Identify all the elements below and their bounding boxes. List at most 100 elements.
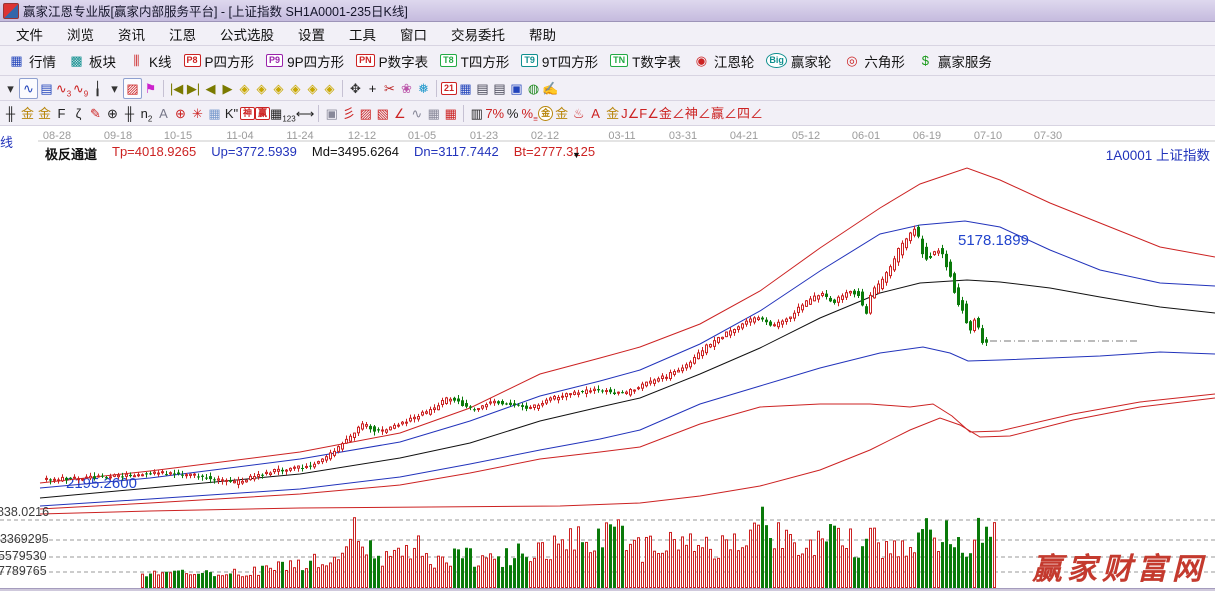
t-square-icon[interactable]: T8 — [440, 54, 457, 67]
red-circle-tool-icon[interactable]: ⊕ — [175, 105, 186, 121]
stats-tool-icon[interactable]: ▥ — [470, 105, 483, 121]
gann-angle-4-icon[interactable]: ◈ — [290, 80, 301, 96]
candle-style-icon[interactable]: ╽ — [93, 80, 102, 96]
gold-split-2-icon[interactable]: 金 — [37, 105, 51, 121]
btn-hexagon[interactable]: ◎ 六角形 — [837, 51, 911, 71]
f-angle-tool-icon[interactable]: F∠ — [639, 105, 659, 121]
wave-3-icon[interactable]: ∿3 — [55, 80, 72, 99]
gold-circle-tool-icon[interactable]: 金 — [538, 105, 554, 121]
gann-angle-1-icon[interactable]: ◈ — [239, 80, 250, 96]
flame-tool-icon[interactable]: ♨ — [572, 105, 585, 121]
box-tool-icon[interactable]: ▣ — [325, 105, 338, 121]
menu-browse[interactable]: 浏览 — [67, 27, 94, 43]
pen-tool-icon[interactable]: ✎ — [90, 105, 101, 121]
menu-settings[interactable]: 设置 — [298, 27, 325, 43]
si-angle-tool-icon[interactable]: 四∠ — [736, 105, 763, 121]
hexagon-icon[interactable]: ◎ — [846, 53, 858, 68]
hand-tool-icon[interactable]: ✥ — [350, 80, 361, 96]
j-angle-tool-icon[interactable]: J∠ — [621, 105, 640, 121]
menu-help[interactable]: 帮助 — [529, 27, 556, 43]
percent-tool-icon[interactable]: % — [506, 105, 519, 121]
menu-formula-stock-pick[interactable]: 公式选股 — [220, 27, 274, 43]
gold-angle-base-icon[interactable]: 金 — [606, 105, 620, 121]
menu-window[interactable]: 窗口 — [400, 27, 427, 43]
btn-p-square[interactable]: P8 P四方形 — [178, 51, 261, 71]
btn-kline[interactable]: ⫼ K线 — [122, 51, 178, 71]
btn-9p-square[interactable]: P9 9P四方形 — [260, 51, 350, 71]
gold-split-1-icon[interactable]: 金 — [20, 105, 34, 121]
candle-style-caret-icon[interactable]: ▾ — [111, 80, 118, 96]
menu-news[interactable]: 资讯 — [118, 27, 145, 43]
btn-gann-wheel[interactable]: ◉ 江恩轮 — [687, 51, 761, 71]
btn-sectors[interactable]: ▩ 板块 — [62, 51, 122, 71]
btn-t-square[interactable]: T8 T四方形 — [434, 51, 515, 71]
9t-square-icon[interactable]: T9 — [521, 54, 538, 67]
winner-wheel-icon[interactable]: Big — [766, 53, 787, 68]
quotes-icon[interactable]: ▦ — [10, 53, 23, 68]
grid-123-tool-icon[interactable]: ▦123 — [270, 105, 296, 124]
snowflake-icon[interactable]: ❅ — [418, 80, 429, 96]
export-icon[interactable]: ✍ — [542, 80, 559, 96]
wave-a-tool-icon[interactable]: A — [591, 105, 600, 121]
gann-circle-tool-icon[interactable]: ⊕ — [107, 105, 118, 121]
grid-c-tool-icon[interactable]: ▦ — [444, 105, 457, 121]
grid-tool-2-icon[interactable]: ╫ — [124, 105, 135, 121]
menu-gann[interactable]: 江恩 — [169, 27, 196, 43]
btn-p-number-table[interactable]: PN P数字表 — [350, 51, 434, 71]
gann-angle-2-icon[interactable]: ◈ — [256, 80, 267, 96]
btn-winner-wheel[interactable]: Big 赢家轮 — [760, 51, 837, 71]
shen-angle-tool-icon[interactable]: 神∠ — [684, 105, 711, 121]
fan-tool-icon[interactable]: 彡 — [342, 105, 356, 121]
menu-trade-order[interactable]: 交易委托 — [451, 27, 505, 43]
calculator-icon[interactable]: ▦ — [459, 80, 472, 96]
wave-9-icon[interactable]: ∿9 — [72, 80, 89, 99]
spiral-tool-icon[interactable]: ζ — [75, 105, 82, 121]
flag-icon[interactable]: ⚑ — [144, 80, 157, 96]
box-lines-tool-icon[interactable]: ▧ — [376, 105, 389, 121]
k-note-tool-icon[interactable]: K" — [224, 105, 239, 121]
grid-tool-icon[interactable]: ╫ — [5, 105, 16, 121]
kline-icon[interactable]: ⫼ — [133, 53, 140, 68]
kline-plot[interactable]: 2195.2600 5178.1899 — [0, 126, 1215, 591]
last-bar-icon[interactable]: ▶| — [186, 80, 201, 96]
btn-quotes[interactable]: ▦ 行情 — [2, 51, 62, 71]
n-square-tool-icon[interactable]: n2 — [140, 105, 153, 124]
prev-bar-icon[interactable]: ◀ — [205, 80, 216, 96]
gold-lines-tool-icon[interactable]: 金 — [555, 105, 569, 121]
menu-file[interactable]: 文件 — [16, 27, 43, 43]
left-tab-kline[interactable]: 线 — [0, 135, 14, 150]
percent-lines-tool-icon[interactable]: %≡ — [521, 105, 538, 124]
flower-icon[interactable]: ❀ — [401, 80, 412, 96]
btn-t-number-table[interactable]: TN T数字表 — [604, 51, 687, 71]
btn-9t-square[interactable]: T9 9T四方形 — [515, 51, 604, 71]
ying-angle-tool-icon[interactable]: 赢∠ — [710, 105, 737, 121]
btn-winner-service[interactable]: $ 赢家服务 — [911, 51, 998, 71]
width-tool-icon[interactable]: ⟷ — [295, 105, 315, 121]
scissors-icon[interactable]: ✂ — [384, 80, 395, 96]
a-angle-tool-icon[interactable]: A — [159, 105, 168, 121]
grid-b-tool-icon[interactable]: ▦ — [427, 105, 440, 121]
red-pattern-icon[interactable]: ▨ — [123, 77, 142, 99]
9p-square-icon[interactable]: P9 — [266, 54, 284, 67]
menu-tools[interactable]: 工具 — [349, 27, 376, 43]
indicator-dropdown-icon[interactable]: ▼ — [572, 150, 581, 160]
angle-tool-icon[interactable]: ∠ — [394, 105, 406, 121]
seven-percent-tool-icon[interactable]: 7% — [485, 105, 505, 121]
gann-angle-3-icon[interactable]: ◈ — [273, 80, 284, 96]
ying-grid-tool-icon[interactable]: 赢 — [255, 106, 271, 120]
gann-angle-6-icon[interactable]: ◈ — [324, 80, 335, 96]
t-number-table-icon[interactable]: TN — [610, 54, 629, 67]
gann-angle-5-icon[interactable]: ◈ — [307, 80, 318, 96]
blue-grid-tool-icon[interactable]: ▦ — [208, 105, 221, 121]
gann-wheel-icon[interactable]: ◉ — [695, 53, 708, 68]
notes-2-icon[interactable]: ▤ — [493, 80, 506, 96]
sectors-icon[interactable]: ▩ — [70, 53, 83, 68]
next-bar-icon[interactable]: ▶ — [222, 80, 233, 96]
wave-line-tool-icon[interactable]: ∿ — [411, 105, 423, 121]
p-number-table-icon[interactable]: PN — [356, 54, 375, 67]
gold-angle-tool-icon[interactable]: 金∠ — [658, 105, 685, 121]
winner-service-icon[interactable]: $ — [921, 53, 930, 68]
wave-pattern-icon[interactable]: ∿ — [19, 77, 38, 99]
dropdown-caret-icon[interactable]: ▾ — [7, 80, 14, 96]
